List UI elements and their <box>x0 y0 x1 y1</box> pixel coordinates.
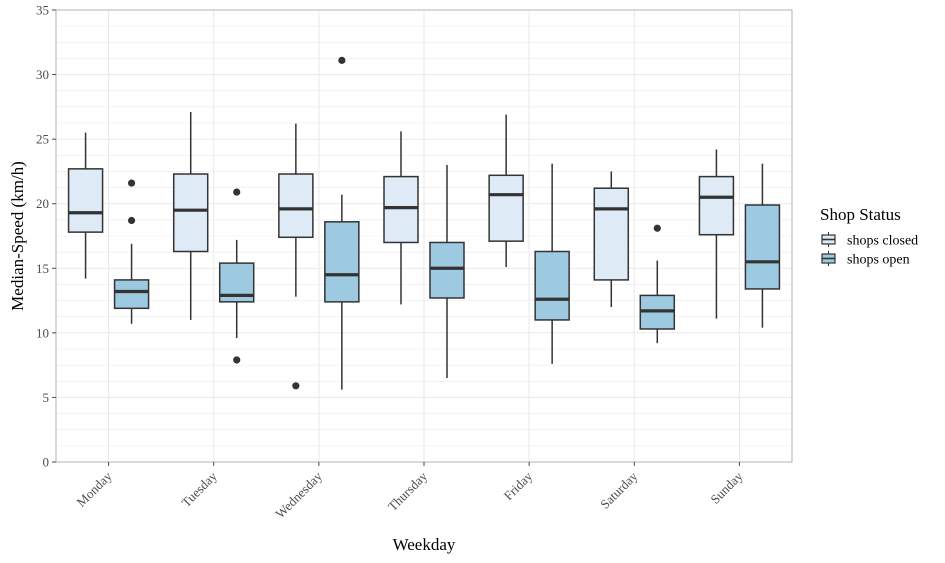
box-shops-open <box>534 163 570 364</box>
y-tick-label: 25 <box>36 132 49 147</box>
y-tick-label: 10 <box>36 325 49 340</box>
box-shops-open <box>113 179 150 324</box>
box-shops-open <box>744 163 781 328</box>
box-iqr <box>113 279 150 310</box>
legend-item: shops closed <box>821 232 918 249</box>
x-tick-label: Saturday <box>597 468 641 512</box>
y-tick-label: 0 <box>43 455 50 470</box>
y-tick-label: 30 <box>36 67 49 82</box>
box-shops-open <box>429 164 465 379</box>
x-tick-label: Tuesday <box>178 468 220 510</box>
y-axis-title: Median-Speed (km/h) <box>8 161 27 311</box>
legend-title: Shop Status <box>820 205 901 224</box>
box-shops-open <box>324 56 360 390</box>
boxes <box>67 56 781 390</box>
outlier-point <box>653 224 661 232</box>
box-shops-open <box>218 188 255 364</box>
box-iqr <box>172 173 209 253</box>
box-iqr <box>488 174 524 242</box>
box-iqr <box>383 175 419 244</box>
x-axis-ticks: Monday Tuesday Wednesday Thursday Friday Satu… <box>73 462 746 521</box>
box-shops-closed <box>278 123 314 390</box>
box-iqr <box>698 175 735 236</box>
outlier-point <box>292 382 300 390</box>
box-iqr <box>67 168 104 233</box>
box-shops-closed <box>67 132 104 279</box>
outlier-point <box>338 56 346 64</box>
legend-item: shops open <box>821 251 910 268</box>
box-shops-closed <box>488 114 524 267</box>
box-iqr <box>429 241 465 299</box>
box-iqr <box>324 221 360 303</box>
box-shops-open <box>639 224 676 344</box>
x-tick-label: Wednesday <box>272 468 325 521</box>
outlier-point <box>127 216 136 225</box>
y-tick-label: 5 <box>43 390 50 405</box>
outlier-point <box>127 179 136 187</box>
outlier-point <box>233 356 241 364</box>
y-axis-ticks: 0 5 10 15 20 25 30 35 <box>36 3 56 470</box>
box-iqr <box>593 187 630 281</box>
box-iqr <box>744 204 781 290</box>
legend-label: shops open <box>847 253 910 268</box>
outlier-point <box>233 188 241 196</box>
box-iqr <box>534 250 570 321</box>
box-shops-closed <box>698 149 735 319</box>
box-shops-closed <box>172 112 209 320</box>
y-tick-label: 20 <box>36 196 49 211</box>
y-tick-label: 35 <box>36 3 49 18</box>
x-tick-label: Monday <box>73 468 115 510</box>
legend-label: shops closed <box>847 234 918 249</box>
x-tick-label: Thursday <box>385 468 431 514</box>
x-tick-label: Sunday <box>707 468 746 507</box>
y-tick-label: 15 <box>36 261 49 276</box>
x-axis-title: Weekday <box>393 535 456 554</box>
box-shops-closed <box>383 131 419 305</box>
box-iqr <box>278 173 314 239</box>
x-tick-label: Friday <box>501 468 536 503</box>
box-shops-closed <box>593 171 630 308</box>
legend: Shop Status shops closed shops open <box>820 205 918 268</box>
